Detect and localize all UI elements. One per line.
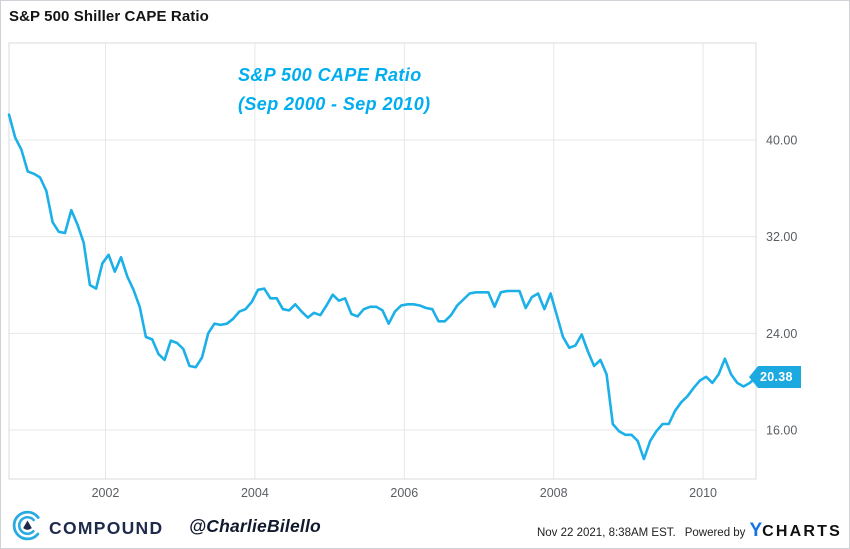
x-axis-label: 2006 bbox=[390, 486, 418, 500]
footer: COMPOUND @CharlieBilello Nov 22 2021, 8:… bbox=[1, 504, 849, 548]
cape-series-line bbox=[7, 113, 758, 461]
annotation-line2: (Sep 2000 - Sep 2010) bbox=[238, 94, 431, 114]
y-axis-label: 32.00 bbox=[766, 230, 797, 244]
y-axis-label: 24.00 bbox=[766, 327, 797, 341]
compound-logo-icon bbox=[12, 510, 43, 541]
last-value-badge: 20.38 bbox=[749, 366, 801, 388]
x-axis-label: 2010 bbox=[689, 486, 717, 500]
x-axis-label: 2004 bbox=[241, 486, 269, 500]
chart-annotation: S&P 500 CAPE Ratio (Sep 2000 - Sep 2010) bbox=[238, 61, 431, 119]
plot-border bbox=[8, 42, 757, 480]
footer-attribution: Nov 22 2021, 8:38AM EST. Powered by YCHA… bbox=[537, 520, 842, 542]
brand-name: COMPOUND bbox=[49, 518, 164, 538]
badge-arrow-icon bbox=[749, 366, 758, 388]
annotation-line1: S&P 500 CAPE Ratio bbox=[238, 65, 422, 85]
powered-by-label: Powered by bbox=[684, 527, 746, 539]
badge-value: 20.38 bbox=[758, 366, 801, 388]
x-axis-label: 2008 bbox=[540, 486, 568, 500]
x-axis-label: 2002 bbox=[92, 486, 120, 500]
page-title: S&P 500 Shiller CAPE Ratio bbox=[9, 8, 209, 25]
cape-line-chart: 40.00 32.00 24.00 16.00 2002 2004 2006 2008 2010 bbox=[7, 42, 797, 500]
y-axis-label: 40.00 bbox=[766, 134, 797, 148]
ycharts-y: Y bbox=[749, 520, 763, 541]
y-axis-label: 16.00 bbox=[766, 424, 797, 438]
author-handle: @CharlieBilello bbox=[189, 516, 321, 536]
ycharts-logo: YCHARTS bbox=[749, 520, 842, 542]
ycharts-charts: CHARTS bbox=[762, 523, 842, 540]
footer-timestamp: Nov 22 2021, 8:38AM EST. bbox=[536, 527, 676, 539]
